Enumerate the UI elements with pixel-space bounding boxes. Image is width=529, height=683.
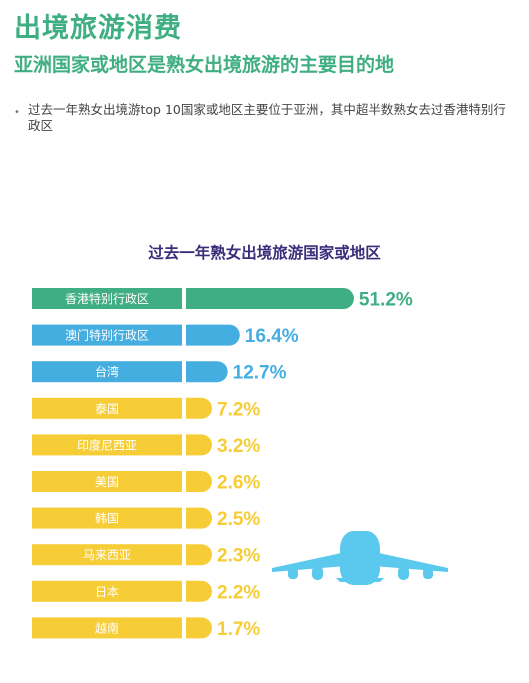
page-title: 出境旅游消费 (14, 13, 182, 44)
bar (186, 471, 213, 492)
category-label: 泰国 (95, 402, 119, 416)
data-label: 16.4% (245, 326, 299, 347)
category-label: 美国 (95, 475, 119, 489)
category-label: 越南 (95, 620, 119, 635)
category-label: 韩国 (95, 511, 119, 526)
category-label: 澳门特别行政区 (65, 328, 149, 343)
category-label-box (32, 288, 182, 309)
category-label: 香港特别行政区 (65, 291, 149, 306)
category-label: 印度尼西亚 (77, 437, 137, 452)
data-label: 3.2% (217, 436, 260, 457)
category-label-box (32, 580, 182, 602)
category-label-box (32, 507, 182, 529)
bar (186, 434, 213, 456)
bar (186, 288, 354, 309)
summary-bullet: • 过去一年熟女出境游top 10国家或地区主要位于亚洲，其中超半数熟女去过香港… (14, 102, 514, 134)
airplane-icon (272, 531, 448, 585)
category-label-box (32, 324, 182, 346)
page-subtitle: 亚洲国家或地区是熟女出境旅游的主要目的地 (14, 54, 395, 76)
category-label-box (32, 361, 182, 383)
bar (186, 324, 240, 346)
bar (186, 580, 213, 602)
data-label: 51.2% (359, 290, 413, 311)
category-label: 马来西亚 (83, 548, 131, 562)
data-label: 2.3% (217, 546, 260, 567)
bullet-dot-icon: • (14, 107, 20, 118)
bar (186, 397, 213, 419)
data-label: 2.5% (217, 509, 260, 530)
category-label-box (32, 544, 182, 566)
category-label: 台湾 (95, 364, 119, 379)
category-label: 日本 (95, 585, 119, 599)
bar (186, 361, 228, 383)
data-label: 2.2% (217, 582, 260, 603)
bar (186, 617, 213, 639)
data-label: 2.6% (217, 473, 260, 494)
chart-title: 过去一年熟女出境旅游国家或地区 (148, 244, 381, 262)
category-label-box (32, 434, 182, 456)
bar (186, 507, 213, 529)
data-label: 1.7% (217, 619, 260, 640)
data-label: 7.2% (217, 399, 260, 420)
category-label-box (32, 617, 182, 639)
summary-text: 过去一年熟女出境游top 10国家或地区主要位于亚洲，其中超半数熟女去过香港特别… (28, 102, 506, 133)
category-label-box (32, 471, 182, 492)
bar (186, 544, 213, 566)
data-label: 12.7% (233, 363, 287, 384)
category-label-box (32, 397, 182, 419)
